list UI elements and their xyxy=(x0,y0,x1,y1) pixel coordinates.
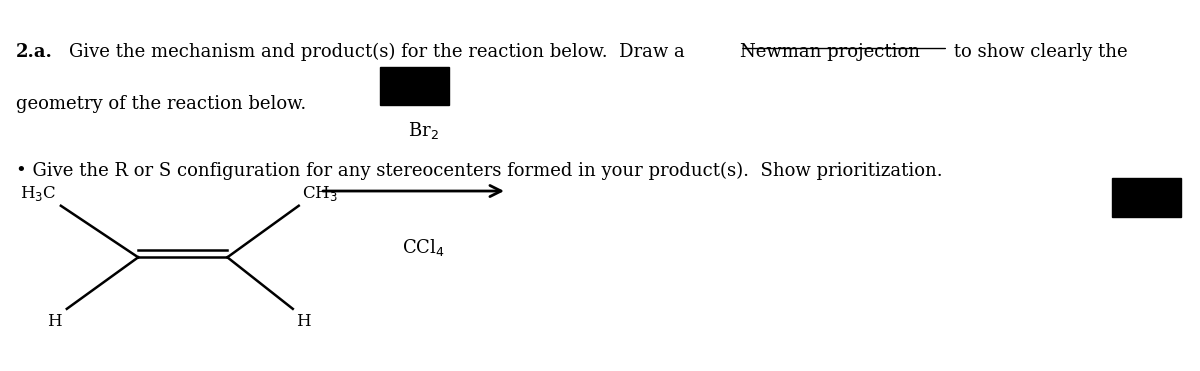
Text: geometry of the reaction below.: geometry of the reaction below. xyxy=(16,95,306,113)
Text: Newman projection: Newman projection xyxy=(740,43,920,60)
Bar xyxy=(1112,178,1181,217)
Text: Give the mechanism and product(s) for the reaction below.  Draw a: Give the mechanism and product(s) for th… xyxy=(70,43,691,61)
Text: Br$_2$: Br$_2$ xyxy=(408,120,439,141)
Text: to show clearly the: to show clearly the xyxy=(948,43,1128,60)
Bar xyxy=(379,66,449,105)
Text: CH$_3$: CH$_3$ xyxy=(302,184,338,203)
Text: H: H xyxy=(48,312,62,329)
Text: H: H xyxy=(296,312,311,329)
Text: 2.a.: 2.a. xyxy=(16,43,53,60)
Text: H$_3$C: H$_3$C xyxy=(20,184,56,203)
Text: • Give the R or S configuration for any stereocenters formed in your product(s).: • Give the R or S configuration for any … xyxy=(16,161,942,180)
Text: CCl$_4$: CCl$_4$ xyxy=(402,237,445,258)
